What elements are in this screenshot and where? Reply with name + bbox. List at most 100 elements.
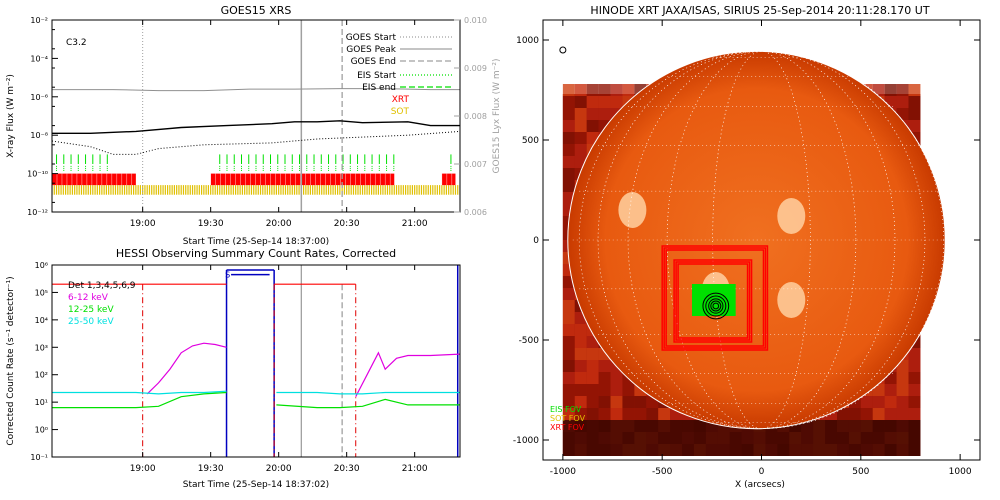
hessi-legend-label: Det 1,3,4,5,6,9 bbox=[68, 281, 136, 291]
xrt-image-block bbox=[562, 288, 575, 300]
xrt-image-block bbox=[825, 408, 837, 420]
goes-xlabel: Start Time (25-Sep-14 18:37:00) bbox=[183, 237, 329, 247]
goes-y2tick-label: 0.010 bbox=[464, 16, 487, 25]
xrt-image-block bbox=[562, 348, 575, 360]
hessi-series-line bbox=[276, 391, 460, 395]
goes-ytick-label: 10⁻⁸ bbox=[30, 131, 48, 140]
goes-legend-label: SOT bbox=[391, 107, 410, 117]
xrt-fov-legend-label: EIS FOV bbox=[550, 405, 582, 414]
hessi-ytick-label: 10⁶ bbox=[35, 261, 48, 270]
xrt-image-block bbox=[574, 396, 587, 408]
xrt-image-block bbox=[598, 108, 611, 120]
xrt-image-block bbox=[908, 96, 921, 108]
hessi-panel: HESSI Observing Summary Count Rates, Cor… bbox=[6, 247, 461, 490]
goes-ylabel: X-ray Flux (W m⁻²) bbox=[6, 74, 16, 158]
xrt-image-block bbox=[872, 384, 885, 396]
hessi-xtick-label: 20:00 bbox=[266, 464, 292, 474]
xrt-fov-box bbox=[673, 259, 753, 343]
xrt-image-block bbox=[884, 396, 897, 408]
xrt-image-block bbox=[872, 396, 885, 408]
xrt-image-block bbox=[610, 384, 623, 396]
goes-legend-label: GOES Start bbox=[346, 33, 397, 43]
xrt-image-block bbox=[562, 144, 575, 156]
goes-ytick-label: 10⁻⁴ bbox=[30, 54, 48, 63]
hessi-xtick-label: 20:30 bbox=[334, 464, 360, 474]
xrt-image-block bbox=[574, 96, 587, 108]
goes-xtick-label: 19:00 bbox=[130, 219, 156, 229]
goes-y2tick-label: 0.008 bbox=[464, 112, 487, 121]
goes-ytick-label: 10⁻¹² bbox=[27, 208, 48, 217]
xrt-solar-disk bbox=[567, 51, 946, 429]
goes-xtick-label: 19:30 bbox=[198, 219, 224, 229]
xrt-image-block bbox=[908, 396, 921, 408]
xrt-bright-region bbox=[777, 282, 806, 318]
xrt-image-block bbox=[598, 120, 611, 132]
xrt-xtick-label: 0 bbox=[759, 467, 765, 477]
xrt-image-block bbox=[562, 132, 575, 144]
hessi-xtick-label: 19:30 bbox=[198, 464, 224, 474]
xrt-image-block bbox=[562, 96, 575, 108]
xrt-image-block bbox=[574, 384, 587, 396]
xrt-image-block bbox=[562, 168, 575, 180]
xrt-image-block bbox=[586, 384, 599, 396]
flare-contour bbox=[712, 302, 720, 310]
xrt-image-block bbox=[598, 96, 611, 108]
xrt-image-block bbox=[884, 408, 897, 420]
xrt-image-block bbox=[908, 384, 921, 396]
goes-y2tick-label: 0.006 bbox=[464, 208, 487, 217]
xrt-bright-region bbox=[777, 198, 806, 234]
xrt-image-block bbox=[646, 396, 659, 408]
xrt-image-block bbox=[884, 384, 897, 396]
xrt-image-block bbox=[622, 408, 635, 420]
xrt-image-block bbox=[586, 108, 599, 120]
goes-legend-label: EIS Start bbox=[357, 71, 396, 81]
xrt-image-block bbox=[598, 384, 611, 396]
xrt-image-block bbox=[586, 360, 599, 372]
xrt-ytick-label: 500 bbox=[522, 136, 539, 146]
xrt-ytick-label: -500 bbox=[519, 336, 540, 346]
xrt-image-block bbox=[562, 276, 575, 288]
goes-ytick-label: 10⁻⁶ bbox=[30, 93, 48, 102]
xrt-image-block bbox=[896, 84, 909, 96]
xrt-xtick-label: -1000 bbox=[550, 467, 576, 477]
xrt-image-block bbox=[574, 312, 587, 324]
xrt-xtick-label: -500 bbox=[652, 467, 673, 477]
flare-contour bbox=[708, 298, 724, 314]
xrt-image-block bbox=[574, 336, 587, 348]
xrt-image-block bbox=[586, 348, 599, 360]
flare-contour bbox=[702, 292, 730, 320]
goes-y2tick-label: 0.009 bbox=[464, 64, 487, 73]
hessi-ylabel: Corrected Count Rate (s⁻¹ detector⁻¹) bbox=[6, 276, 16, 445]
goes-series-line bbox=[52, 120, 460, 135]
xrt-image-block bbox=[574, 84, 587, 96]
xrt-image-block bbox=[598, 348, 611, 360]
xrt-image-block bbox=[586, 336, 599, 348]
xrt-fov-box bbox=[663, 247, 767, 349]
xrt-xtick-label: 1000 bbox=[949, 467, 972, 477]
xrt-image-block bbox=[562, 192, 575, 204]
xrt-image-block bbox=[884, 96, 897, 108]
xrt-image-block bbox=[908, 120, 921, 132]
xrt-title: HINODE XRT JAXA/ISAS, SIRIUS 25-Sep-2014… bbox=[590, 4, 929, 17]
xrt-image-block bbox=[908, 408, 921, 420]
xrt-image-block bbox=[574, 372, 587, 384]
hessi-series-line bbox=[276, 398, 460, 409]
xrt-fov-box bbox=[675, 261, 751, 341]
xrt-image-block bbox=[598, 408, 611, 420]
hessi-ytick-label: 10³ bbox=[35, 343, 48, 352]
xrt-image-block bbox=[884, 84, 897, 96]
xrt-image-block bbox=[586, 96, 599, 108]
xrt-image-block bbox=[610, 372, 623, 384]
xrt-xtick-label: 500 bbox=[852, 467, 869, 477]
xrt-image-block bbox=[562, 204, 575, 216]
goes-panel: GOES15 XRS 19:00 19:30 20:00 20:30 21:00 10⁻²… bbox=[6, 4, 502, 247]
goes-xtick-label: 20:30 bbox=[334, 219, 360, 229]
hessi-plot-frame bbox=[51, 264, 461, 458]
goes-legend-label: XRT bbox=[392, 95, 410, 105]
xrt-image-block bbox=[574, 360, 587, 372]
xrt-image-block bbox=[896, 408, 909, 420]
xrt-image-block bbox=[574, 324, 587, 336]
xrt-xlabel: X (arcsecs) bbox=[735, 480, 785, 490]
xrt-bright-region bbox=[618, 192, 647, 228]
